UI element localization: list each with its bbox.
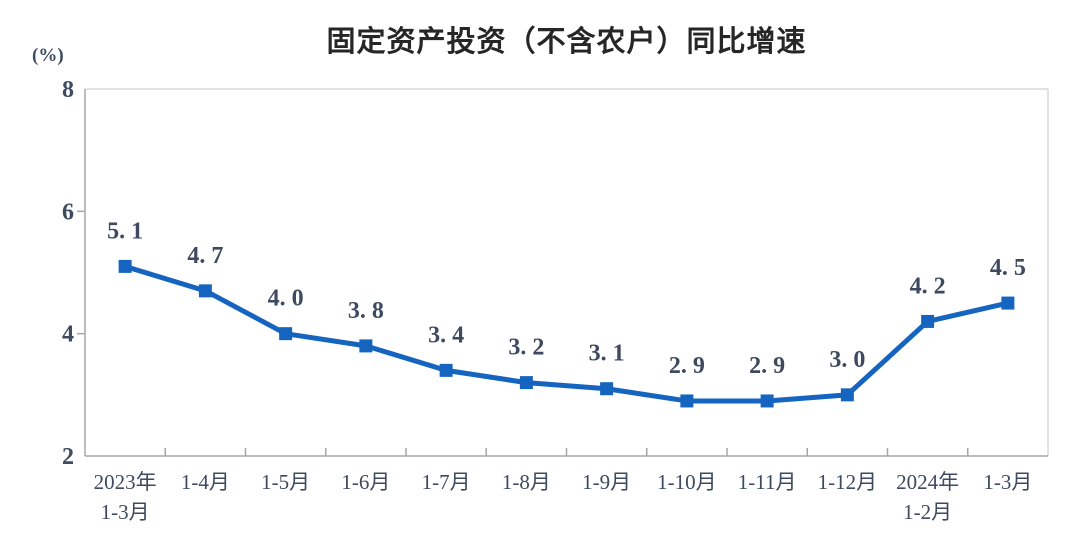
data-point-marker — [600, 382, 614, 396]
data-point-marker — [279, 327, 293, 341]
x-axis-label: 1-11月 — [738, 470, 797, 494]
x-axis-label: 2024年 — [896, 470, 959, 494]
y-axis-unit-label: (%) — [32, 45, 64, 66]
x-axis-label: 1-8月 — [502, 470, 551, 494]
y-axis-tick-label: 4 — [62, 322, 74, 348]
x-axis-label: 1-6月 — [341, 470, 390, 494]
data-point-label: 4. 0 — [268, 286, 304, 312]
data-point-marker — [198, 284, 212, 298]
data-point-label: 4. 7 — [187, 243, 223, 269]
y-axis-tick-label: 6 — [62, 199, 74, 225]
y-axis-tick-label: 2 — [62, 444, 74, 470]
chart-title: 固定资产投资（不含农户）同比增速 — [326, 26, 807, 58]
data-point-marker — [118, 259, 132, 273]
x-axis-label: 1-3月 — [101, 500, 150, 524]
data-point-marker — [359, 339, 373, 353]
x-axis-label: 1-7月 — [422, 470, 471, 494]
data-point-label: 2. 9 — [669, 353, 705, 379]
data-point-marker — [439, 363, 453, 377]
data-point-label: 4. 5 — [990, 255, 1026, 281]
data-point-label: 2. 9 — [749, 353, 785, 379]
x-axis-label: 1-2月 — [903, 500, 952, 524]
x-axis-label: 1-3月 — [983, 470, 1032, 494]
data-point-label: 3. 2 — [508, 335, 544, 361]
data-point-label: 4. 2 — [910, 273, 946, 299]
x-axis-label: 1-5月 — [261, 470, 310, 494]
x-axis-label: 1-10月 — [657, 470, 717, 494]
data-point-marker — [519, 376, 533, 390]
data-point-label: 5. 1 — [107, 218, 143, 244]
data-point-label: 3. 1 — [589, 341, 625, 367]
data-point-label: 3. 8 — [348, 298, 384, 324]
x-axis-label: 1-12月 — [818, 470, 878, 494]
data-point-label: 3. 0 — [829, 347, 865, 373]
data-point-marker — [921, 314, 935, 328]
data-point-marker — [760, 394, 774, 408]
y-axis-tick-label: 8 — [62, 77, 74, 103]
data-point-marker — [840, 388, 854, 402]
data-point-marker — [680, 394, 694, 408]
data-point-label: 3. 4 — [428, 322, 464, 348]
x-axis-label: 1-9月 — [582, 470, 631, 494]
x-axis-label: 2023年 — [94, 470, 157, 494]
x-axis-label: 1-4月 — [181, 470, 230, 494]
trend-line — [122, 263, 1011, 404]
data-point-marker — [1001, 296, 1015, 310]
